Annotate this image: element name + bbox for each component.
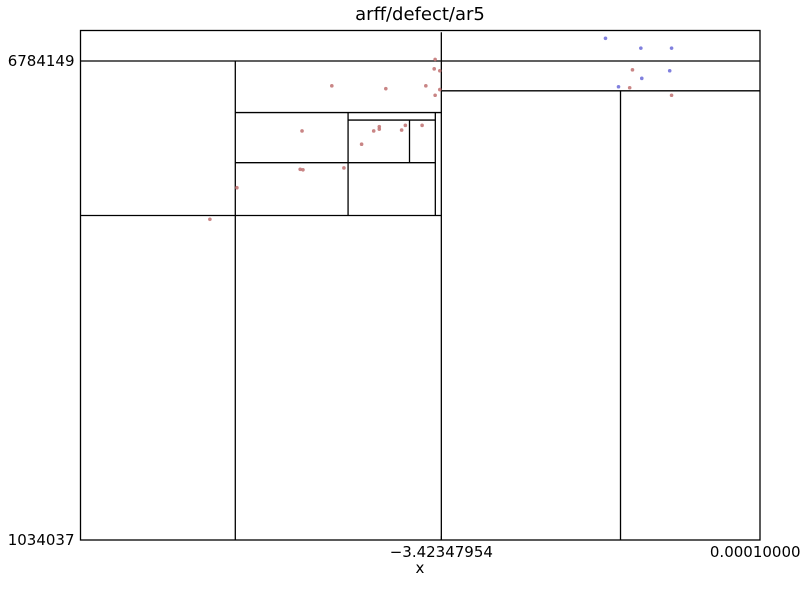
data-point xyxy=(639,46,643,50)
data-point xyxy=(616,84,621,89)
data-point xyxy=(342,166,346,170)
data-point xyxy=(437,68,442,73)
data-point xyxy=(437,87,442,92)
plot-frame xyxy=(79,29,761,541)
x-tick-label: 0.000100000 xyxy=(710,543,800,561)
data-point xyxy=(371,129,376,133)
data-point xyxy=(301,168,305,172)
data-point xyxy=(669,93,674,98)
data-point xyxy=(424,84,428,88)
x-tick-label: −3.42347954 xyxy=(390,543,493,561)
y-tick-label: 1034037 xyxy=(8,531,75,549)
data-point xyxy=(300,129,304,133)
data-point xyxy=(403,123,408,128)
data-point xyxy=(377,124,382,129)
data-point xyxy=(639,76,644,81)
data-point xyxy=(330,84,334,88)
data-point xyxy=(235,185,239,190)
data-point xyxy=(630,68,635,72)
data-point xyxy=(433,93,437,98)
x-axis-label: x xyxy=(416,559,425,577)
data-point xyxy=(432,67,437,71)
chart-title: arff/defect/ar5 xyxy=(355,4,485,25)
data-point xyxy=(669,46,674,50)
data-point xyxy=(603,36,608,41)
data-point xyxy=(359,142,364,147)
data-point xyxy=(377,127,382,131)
data-point xyxy=(208,217,212,222)
data-point xyxy=(399,128,404,132)
data-point xyxy=(384,86,388,91)
data-point xyxy=(627,85,632,90)
data-point xyxy=(667,68,672,73)
y-tick-label: 6784149 xyxy=(8,52,75,70)
data-point xyxy=(420,123,424,128)
data-point xyxy=(298,167,302,172)
data-point xyxy=(433,57,437,62)
